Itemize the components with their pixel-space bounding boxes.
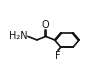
Text: O: O [41,20,49,30]
Text: F: F [55,51,61,61]
Text: H₂N: H₂N [9,31,28,41]
